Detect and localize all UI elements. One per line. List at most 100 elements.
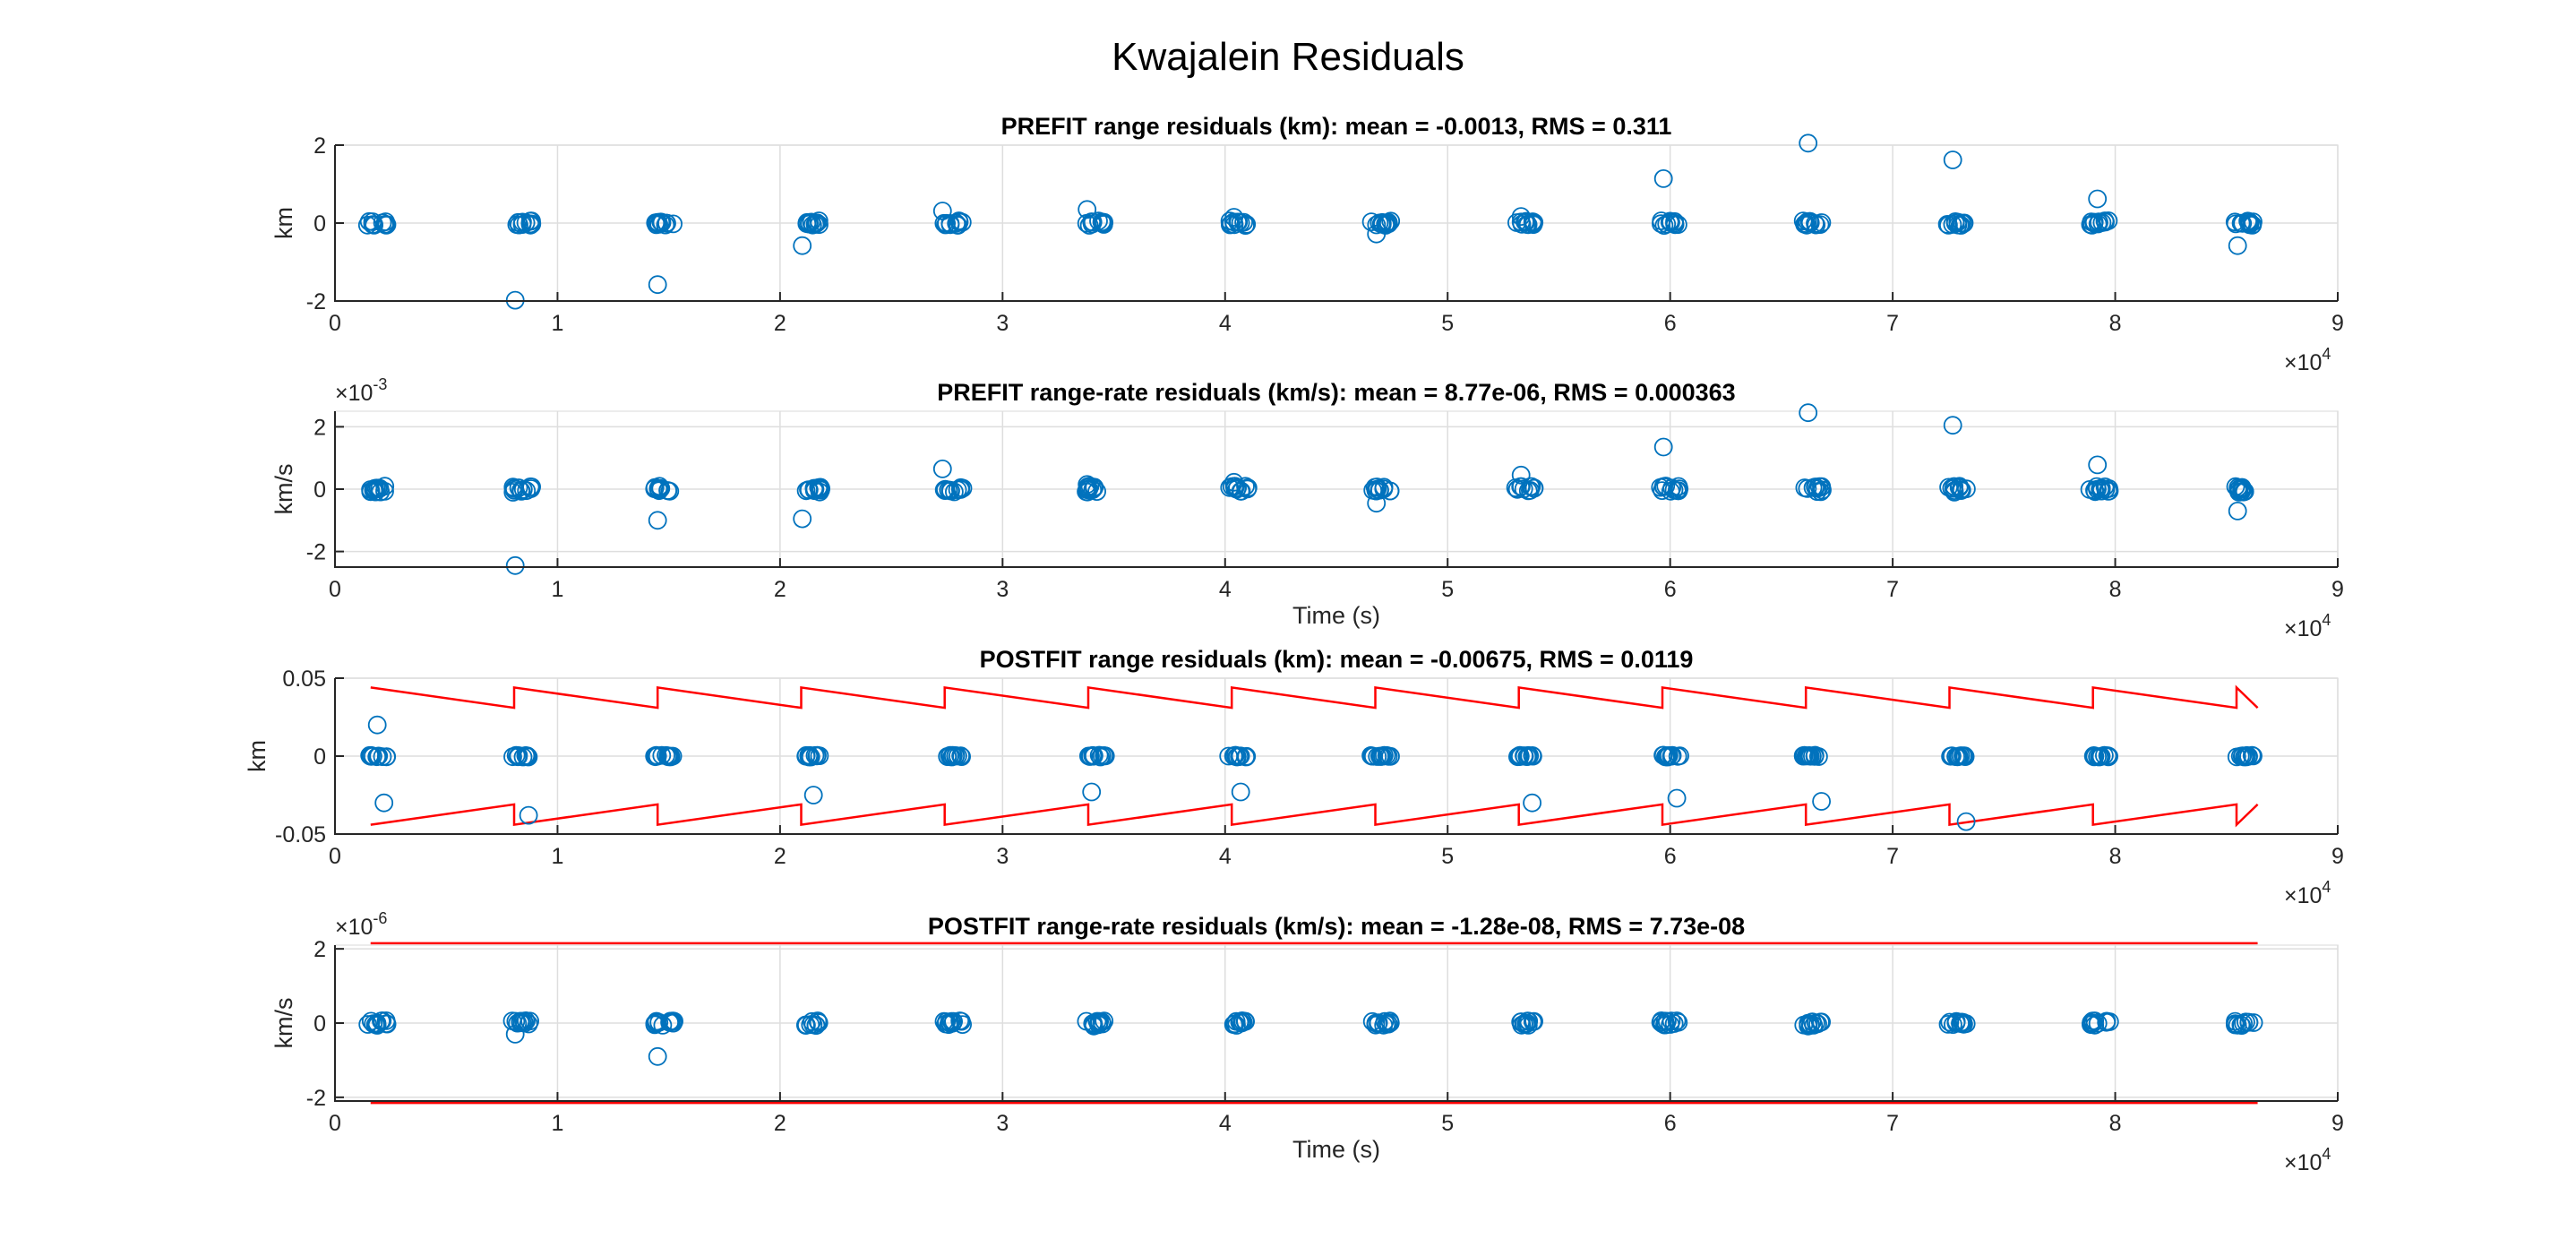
data-point <box>376 214 395 234</box>
data-point <box>793 509 812 529</box>
subplot-title: PREFIT range residuals (km): mean = -0.0… <box>1001 113 1672 140</box>
data-point <box>1089 1013 1109 1033</box>
data-point <box>361 1011 381 1031</box>
x-tick-label: 7 <box>1886 844 1899 869</box>
data-point <box>1367 224 1387 244</box>
x-tick-label: 6 <box>1664 1111 1677 1136</box>
data-point <box>2082 1011 2102 1030</box>
x-tick-label: 6 <box>1664 844 1677 869</box>
x-tick-label: 3 <box>996 1111 1009 1136</box>
y-tick-label: 0.05 <box>282 667 326 692</box>
data-point <box>2088 189 2108 209</box>
data-markers <box>357 133 2263 310</box>
subplot-title: POSTFIT range residuals (km): mean = -0.… <box>980 646 1694 673</box>
data-point <box>361 482 381 502</box>
data-point <box>1511 207 1531 227</box>
data-point <box>520 1011 539 1031</box>
subplot-title: PREFIT range-rate residuals (km/s): mean… <box>937 379 1735 406</box>
data-point <box>1653 437 1673 457</box>
data-point <box>503 747 522 767</box>
x-tick-label: 5 <box>1441 311 1454 336</box>
x-tick-label: 8 <box>2109 844 2122 869</box>
x-tick-label: 8 <box>2109 311 2122 336</box>
data-point <box>1374 1015 1394 1035</box>
data-point <box>1227 747 1247 767</box>
data-point <box>2231 482 2251 502</box>
data-point <box>1670 746 1689 766</box>
data-point <box>1511 465 1531 485</box>
data-point <box>645 479 665 498</box>
data-point <box>1656 477 1676 495</box>
x-exponent-base: ×10 <box>2284 883 2322 908</box>
x-tick-label: 3 <box>996 577 1009 602</box>
data-point <box>1080 747 1100 766</box>
data-point <box>505 555 525 575</box>
data-point <box>1793 746 1813 765</box>
data-point <box>1225 478 1245 498</box>
data-point <box>1373 746 1393 766</box>
subplot-title: POSTFIT range-rate residuals (km/s): mea… <box>928 913 1745 940</box>
data-point <box>1078 200 1097 219</box>
y-tick-label: 2 <box>313 937 326 962</box>
x-tick-label: 7 <box>1886 577 1899 602</box>
data-point <box>796 745 816 765</box>
x-exponent-label: ×104 <box>2284 1145 2331 1175</box>
x-tick-label: 4 <box>1219 844 1232 869</box>
x-tick-label: 6 <box>1664 577 1677 602</box>
data-point <box>809 211 829 230</box>
x-exponent-base: ×10 <box>2284 350 2322 375</box>
subplot-4: 0 1 2 3 4 5 6 7 8 9-202×104×10-6 POSTFIT range-rat… <box>270 909 2344 1175</box>
data-point <box>939 480 958 500</box>
data-point <box>796 1016 815 1035</box>
data-point <box>651 478 671 498</box>
data-point <box>367 715 387 735</box>
data-point <box>1653 168 1673 188</box>
data-point <box>1515 1014 1533 1034</box>
x-tick-label: 3 <box>996 311 1009 336</box>
y-tick-label: -2 <box>306 540 326 565</box>
data-point <box>1667 788 1687 808</box>
data-point <box>363 215 382 235</box>
data-point <box>504 481 524 500</box>
x-tick-label: 1 <box>551 577 563 602</box>
y-tick-label: 0 <box>313 477 326 503</box>
data-point <box>1222 477 1241 496</box>
data-point <box>932 202 952 220</box>
data-point <box>658 481 678 501</box>
data-point <box>1669 477 1688 496</box>
y-axis-label: km/s <box>270 464 297 515</box>
data-point <box>1812 477 1831 496</box>
x-tick-label: 6 <box>1664 311 1677 336</box>
data-point <box>1945 483 1964 502</box>
data-point <box>1948 215 1968 235</box>
data-point <box>1508 747 1527 767</box>
x-tick-label: 5 <box>1441 577 1454 602</box>
x-tick-label: 0 <box>329 311 341 336</box>
data-point <box>1518 745 1538 765</box>
x-tick-label: 0 <box>329 577 341 602</box>
y-exponent-power: -6 <box>373 909 387 927</box>
data-point <box>2097 1012 2117 1032</box>
y-tick-label: 0 <box>313 1011 326 1037</box>
x-tick-label: 0 <box>329 1111 341 1136</box>
data-point <box>2099 211 2118 230</box>
data-point <box>1375 745 1394 765</box>
x-axis-label: Time (s) <box>1292 1136 1380 1163</box>
data-point <box>508 747 528 767</box>
data-point <box>1231 782 1250 802</box>
data-point <box>1514 479 1533 499</box>
x-tick-label: 4 <box>1219 311 1232 336</box>
data-point <box>1235 1011 1255 1031</box>
data-point <box>649 1012 669 1032</box>
data-point <box>513 480 533 499</box>
data-point <box>509 746 528 765</box>
data-point <box>806 1016 826 1035</box>
x-tick-label: 5 <box>1441 1111 1454 1136</box>
data-point <box>1797 215 1816 235</box>
data-point <box>1803 478 1823 497</box>
data-point <box>803 786 823 804</box>
x-exponent-label: ×104 <box>2284 345 2331 375</box>
data-markers <box>361 403 2254 575</box>
data-point <box>1381 746 1400 766</box>
